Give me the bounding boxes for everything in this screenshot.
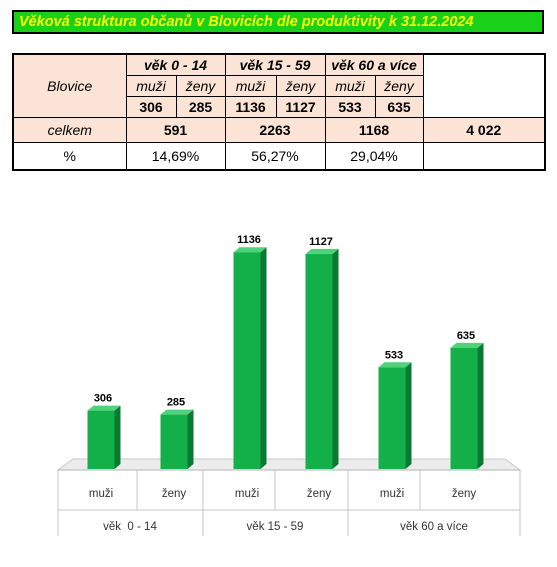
grand-total-cell: 4 022 [422,117,547,143]
bar-top [305,248,339,254]
data-label: 285 [167,397,185,409]
group-header-1: věk 15 - 59 [224,53,326,76]
total-cell: 591 [125,117,226,143]
data-label: 306 [94,393,112,405]
group-label: věk 60 a více [400,521,468,533]
sex-label-men: muži [324,75,376,97]
group-label: věk 0 - 14 [103,521,157,533]
bar-top [160,409,194,415]
tick-label: ženy [307,488,332,500]
bar-top [233,247,267,253]
percent-cell: 29,04% [324,142,424,171]
value-cell: 306 [125,96,177,118]
group-label: věk 15 - 59 [247,521,304,533]
value-cell: 1136 [224,96,277,118]
total-cell: 2263 [224,117,326,143]
page-title: Věková struktura občanů v Blovicích dle … [12,10,544,34]
bar-top [378,362,412,368]
bar-side [114,405,121,469]
percent-label: % [12,142,127,171]
tick-label: ženy [162,488,187,500]
data-label: 1136 [237,234,261,246]
total-cell: 1168 [324,117,424,143]
data-label: 533 [385,349,403,361]
bar [450,347,478,469]
sex-label-women: ženy [275,75,326,97]
tick-label: muži [380,488,404,500]
population-table: Blovice věk 0 - 14 věk 15 - 59 věk 60 a … [12,53,547,171]
percent-cell: 56,27% [224,142,326,171]
bar-side [332,248,339,469]
total-label: celkem [12,117,127,143]
data-label: 1127 [309,236,333,248]
value-cell: 285 [175,96,226,118]
bar-side [260,247,267,469]
bar-top [450,342,484,348]
percent-cell: 14,69% [125,142,226,171]
tick-label: ženy [452,488,477,500]
empty-cell [422,142,547,171]
bar [87,410,115,469]
bar [160,414,188,469]
sex-label-men: muži [224,75,277,97]
bar [233,252,261,469]
bar [305,253,333,469]
value-cell: 1127 [275,96,326,118]
data-label: 635 [457,330,475,342]
bar-side [405,362,412,469]
bar [378,367,406,469]
sex-label-men: muži [125,75,177,97]
bar-side [187,409,194,469]
sex-label-women: ženy [175,75,226,97]
tick-label: muži [89,488,113,500]
sex-label-women: ženy [374,75,424,97]
value-cell: 533 [324,96,376,118]
bar-top [87,405,121,411]
place-label: Blovice [12,53,127,118]
bar-side [477,342,484,469]
tick-label: muži [235,488,259,500]
